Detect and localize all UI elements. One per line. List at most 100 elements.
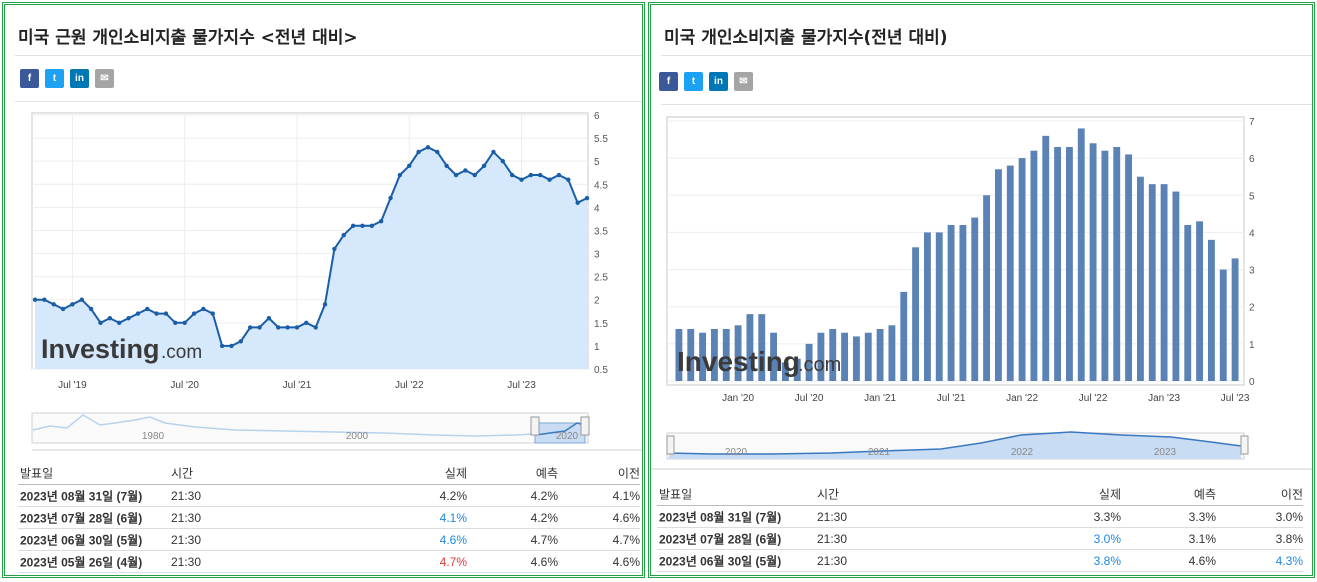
data-point[interactable] <box>556 172 562 178</box>
facebook-share-button[interactable]: f <box>20 69 39 88</box>
navigator-handle-left[interactable] <box>666 435 675 455</box>
bar[interactable] <box>1030 150 1038 381</box>
data-point[interactable] <box>463 168 468 173</box>
data-point[interactable] <box>285 325 290 330</box>
bar[interactable] <box>710 329 718 381</box>
bar[interactable] <box>971 217 979 381</box>
data-point[interactable] <box>247 325 253 330</box>
bar[interactable] <box>1184 225 1192 381</box>
data-point[interactable] <box>566 177 571 182</box>
data-point[interactable] <box>42 297 47 302</box>
bar[interactable] <box>1065 147 1073 381</box>
data-point[interactable] <box>257 325 262 330</box>
data-point[interactable] <box>173 320 178 326</box>
bar[interactable] <box>888 325 896 381</box>
data-point[interactable] <box>135 311 141 316</box>
bar[interactable] <box>793 358 801 381</box>
bar[interactable] <box>994 169 1002 381</box>
data-point[interactable] <box>98 320 103 326</box>
bar[interactable] <box>1148 184 1156 381</box>
bar[interactable] <box>1006 165 1014 381</box>
data-point[interactable] <box>388 195 393 201</box>
bar[interactable] <box>829 329 837 381</box>
data-point[interactable] <box>509 172 515 178</box>
data-point[interactable] <box>435 149 440 155</box>
bar[interactable] <box>734 325 742 381</box>
twitter-share-button[interactable]: t <box>684 72 703 91</box>
data-point[interactable] <box>117 320 122 326</box>
data-point[interactable] <box>163 311 169 316</box>
email-share-button[interactable]: ✉ <box>95 69 114 88</box>
bar[interactable] <box>1160 184 1168 381</box>
navigator-handle-left[interactable] <box>530 416 540 436</box>
data-point[interactable] <box>60 306 66 312</box>
data-point[interactable] <box>369 223 375 229</box>
data-point[interactable] <box>322 302 328 307</box>
data-point[interactable] <box>79 297 84 302</box>
bar[interactable] <box>900 291 908 381</box>
bar[interactable] <box>923 232 931 381</box>
bar[interactable] <box>1042 135 1050 381</box>
bar[interactable] <box>852 336 860 381</box>
data-point[interactable] <box>491 149 496 155</box>
bar[interactable] <box>770 332 778 381</box>
data-point[interactable] <box>201 306 206 312</box>
data-point[interactable] <box>51 302 56 307</box>
data-point[interactable] <box>126 316 131 321</box>
data-point[interactable] <box>219 343 225 349</box>
data-point[interactable] <box>378 219 384 224</box>
bar[interactable] <box>746 314 754 381</box>
bar[interactable] <box>983 195 991 381</box>
data-point[interactable] <box>191 311 197 316</box>
bar[interactable] <box>864 332 872 381</box>
data-point[interactable] <box>266 316 272 321</box>
data-point[interactable] <box>88 306 94 312</box>
data-point[interactable] <box>313 325 318 330</box>
data-point[interactable] <box>453 172 459 178</box>
bar[interactable] <box>1196 221 1204 381</box>
bar[interactable] <box>675 329 683 381</box>
data-point[interactable] <box>528 172 534 178</box>
data-point[interactable] <box>304 320 309 326</box>
email-share-button[interactable]: ✉ <box>734 72 753 91</box>
pce-chart[interactable]: 0 1 2 3 4 5 6 7 Jan '20 Jul '20 Jan '21 Jul '21 Jan… <box>651 109 1312 477</box>
bar[interactable] <box>959 225 967 381</box>
data-point[interactable] <box>294 325 300 330</box>
bar[interactable] <box>1018 158 1026 381</box>
data-point[interactable] <box>70 302 75 307</box>
bar[interactable] <box>699 332 707 381</box>
data-point[interactable] <box>519 177 524 182</box>
data-point[interactable] <box>538 172 543 178</box>
bar[interactable] <box>1172 191 1180 381</box>
data-point[interactable] <box>407 163 412 168</box>
facebook-share-button[interactable]: f <box>659 72 678 91</box>
data-point[interactable] <box>575 200 580 205</box>
data-point[interactable] <box>350 223 356 229</box>
data-point[interactable] <box>472 172 477 178</box>
linkedin-share-button[interactable]: in <box>70 69 89 88</box>
data-point[interactable] <box>276 325 281 330</box>
bar[interactable] <box>1231 258 1239 381</box>
data-point[interactable] <box>182 320 187 326</box>
data-point[interactable] <box>32 297 38 302</box>
bar[interactable] <box>1113 147 1121 381</box>
data-point[interactable] <box>416 149 421 155</box>
data-point[interactable] <box>397 172 403 178</box>
bar[interactable] <box>805 343 813 381</box>
bar[interactable] <box>876 329 884 381</box>
bar[interactable] <box>781 362 789 381</box>
data-point[interactable] <box>444 163 449 168</box>
twitter-share-button[interactable]: t <box>45 69 64 88</box>
navigator-handle-right[interactable] <box>1240 435 1249 455</box>
data-point[interactable] <box>145 306 150 312</box>
bar[interactable] <box>935 232 943 381</box>
navigator-handle-right[interactable] <box>580 416 590 436</box>
bar[interactable] <box>687 329 695 381</box>
bar[interactable] <box>1125 154 1133 381</box>
bar[interactable] <box>841 332 849 381</box>
bar[interactable] <box>758 314 766 381</box>
bar[interactable] <box>1101 150 1109 381</box>
data-point[interactable] <box>425 145 431 150</box>
data-point[interactable] <box>584 195 590 201</box>
data-point[interactable] <box>500 158 505 164</box>
